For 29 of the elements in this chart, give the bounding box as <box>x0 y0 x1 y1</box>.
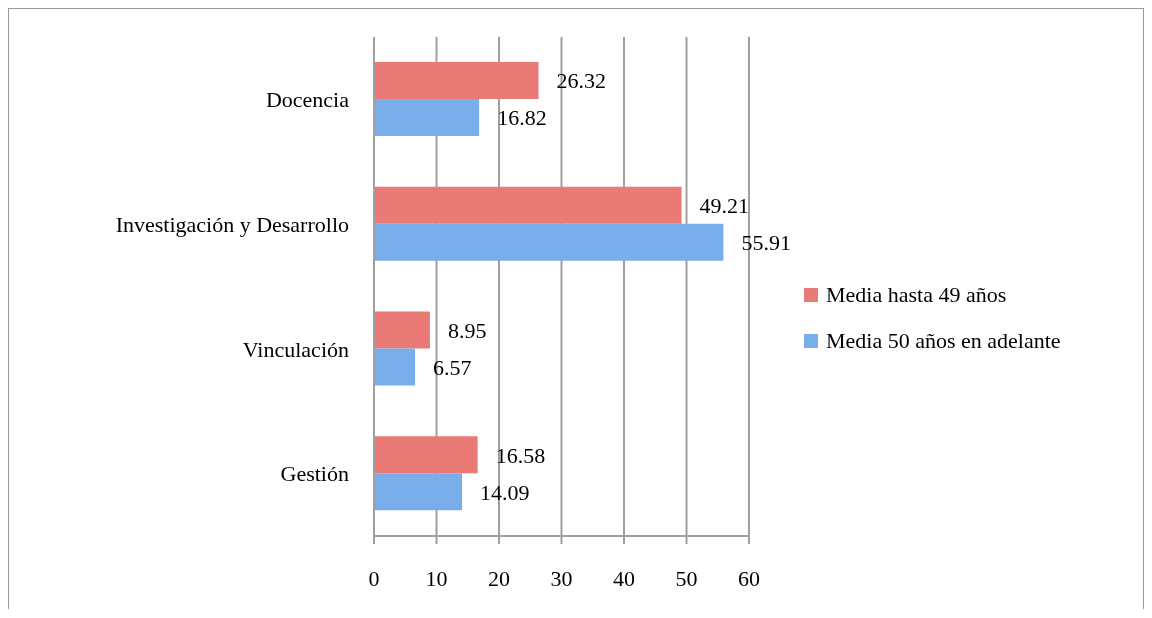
legend-label: Media hasta 49 años <box>826 282 1007 308</box>
bar <box>374 436 478 474</box>
x-tick-label: 60 <box>738 565 760 591</box>
x-tick-label: 20 <box>488 565 510 591</box>
y-tick-label: Gestión <box>280 461 349 487</box>
data-label: 14.09 <box>480 479 530 505</box>
x-tick-label: 10 <box>425 565 448 591</box>
x-tick-label: 40 <box>613 565 635 591</box>
data-label: 16.58 <box>495 442 546 468</box>
y-tick-label: Vinculación <box>242 336 349 362</box>
data-label: 8.95 <box>447 317 487 343</box>
legend-label: Media 50 años en adelante <box>826 328 1061 354</box>
bar <box>374 223 724 261</box>
bar <box>374 62 539 99</box>
bar <box>374 311 430 349</box>
data-label: 26.32 <box>556 68 606 94</box>
data-label: 16.82 <box>497 105 547 131</box>
data-label: 6.57 <box>433 354 472 380</box>
x-tick-label: 30 <box>550 565 573 591</box>
bar <box>374 186 682 224</box>
bar <box>374 99 480 136</box>
data-label: 55.91 <box>741 230 791 256</box>
y-tick-label: Investigación y Desarrollo <box>115 211 349 237</box>
bar <box>374 348 416 386</box>
bar <box>374 473 463 511</box>
x-tick-label: 0 <box>368 565 380 591</box>
data-label: 49.21 <box>699 193 750 219</box>
x-tick-label: 50 <box>675 565 698 591</box>
y-tick-label: Docencia <box>265 87 350 113</box>
